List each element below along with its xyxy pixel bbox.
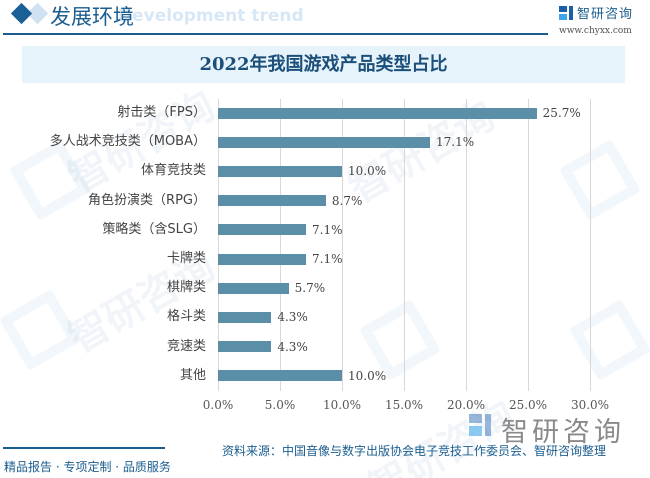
- bar: [218, 253, 307, 265]
- bar-value-label: 17.1%: [436, 135, 475, 150]
- bar: [218, 282, 289, 294]
- bar-value-label: 4.3%: [277, 310, 308, 325]
- watermark-logo: [9, 139, 91, 221]
- x-tick-label: 10.0%: [322, 398, 362, 412]
- gridline: [590, 99, 591, 391]
- bar: [218, 311, 272, 323]
- gridline: [404, 99, 405, 391]
- gridline: [528, 99, 529, 391]
- gridline: [218, 99, 219, 391]
- bar: [218, 370, 342, 382]
- brand-url: www.chyxx.com: [559, 26, 632, 36]
- category-label: 射击类（FPS）: [117, 105, 206, 120]
- gridline: [342, 99, 343, 391]
- category-label: 其他: [179, 367, 206, 383]
- category-label: 策略类（含SLG）: [102, 221, 206, 237]
- bar-value-label: 8.7%: [331, 193, 363, 208]
- watermark-logo: [0, 289, 81, 371]
- header-title: 发展环境: [50, 5, 134, 29]
- bar-value-label: 25.7%: [542, 106, 581, 120]
- category-label: 角色扮演类（RPG）: [88, 192, 206, 208]
- chart-plot-area: 25.7% 17.1% 10.0% 8.7% 7.1% 7.1% 5.7% 4.3% 4.3% 1…: [218, 99, 591, 391]
- category-label: 棋牌类: [166, 280, 206, 296]
- bar: [218, 341, 272, 353]
- footer-divider: [3, 447, 165, 449]
- brand-block: 智研咨询 www.chyxx.com: [555, 3, 650, 43]
- category-label: 竞速类: [166, 338, 206, 354]
- data-source: 资料来源：中国音像与数字出版协会电子竞技工作委员会、智研咨询整理: [222, 444, 607, 458]
- brand-name: 智研咨询: [577, 7, 634, 22]
- chart-title: 2022年我国游戏产品类型占比: [199, 54, 448, 75]
- bar-value-label: 7.1%: [312, 222, 343, 237]
- brand-logo-icon: [469, 414, 491, 436]
- category-label: 多人战术竞技类（MOBA）: [49, 134, 206, 150]
- x-tick-label: 20.0%: [446, 398, 486, 412]
- diamond-icon: [10, 2, 33, 25]
- bar-value-label: 5.7%: [294, 281, 326, 296]
- chart-title-band: 2022年我国游戏产品类型占比: [22, 46, 625, 83]
- bar: [218, 224, 307, 236]
- x-tick-label: 0.0%: [202, 398, 234, 412]
- bar-value-label: 4.3%: [277, 339, 308, 354]
- x-tick-label: 30.0%: [570, 398, 610, 412]
- brand-logo-icon: [559, 6, 573, 20]
- category-label: 卡牌类: [166, 251, 206, 266]
- header-divider: [3, 33, 548, 35]
- footer-slogan: 精品报告 · 专项定制 · 品质服务: [4, 460, 171, 474]
- gridline: [466, 99, 467, 391]
- category-label: 体育竞技类: [140, 163, 206, 179]
- bar-value-label: 10.0%: [348, 164, 387, 179]
- bar-value-label: 7.1%: [312, 252, 343, 266]
- x-tick-label: 5.0%: [264, 398, 296, 412]
- bar: [218, 195, 326, 207]
- bar-value-label: 10.0%: [348, 368, 387, 383]
- bar: [218, 165, 342, 177]
- bar: [218, 107, 537, 119]
- footer-brand-name: 智研咨询: [501, 417, 625, 448]
- category-label: 格斗类: [166, 309, 206, 325]
- x-tick-label: 25.0%: [508, 398, 548, 412]
- bar: [218, 136, 431, 148]
- gridline: [280, 99, 281, 391]
- header-subtitle: Development trend: [118, 6, 304, 26]
- page-header: Development trend 发展环境: [0, 0, 650, 40]
- x-tick-label: 15.0%: [384, 398, 424, 412]
